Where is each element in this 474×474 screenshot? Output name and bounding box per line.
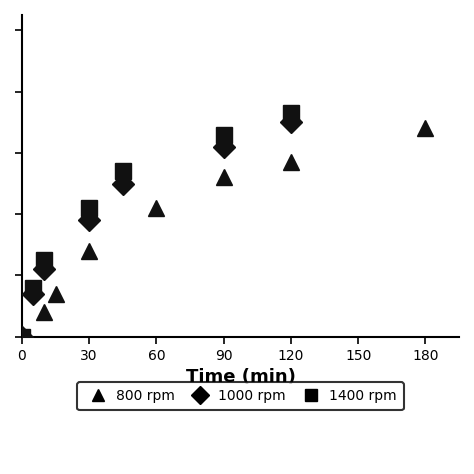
Legend: 800 rpm, 1000 rpm, 1400 rpm: 800 rpm, 1000 rpm, 1400 rpm [77, 383, 403, 410]
X-axis label: Time (min): Time (min) [185, 368, 295, 386]
